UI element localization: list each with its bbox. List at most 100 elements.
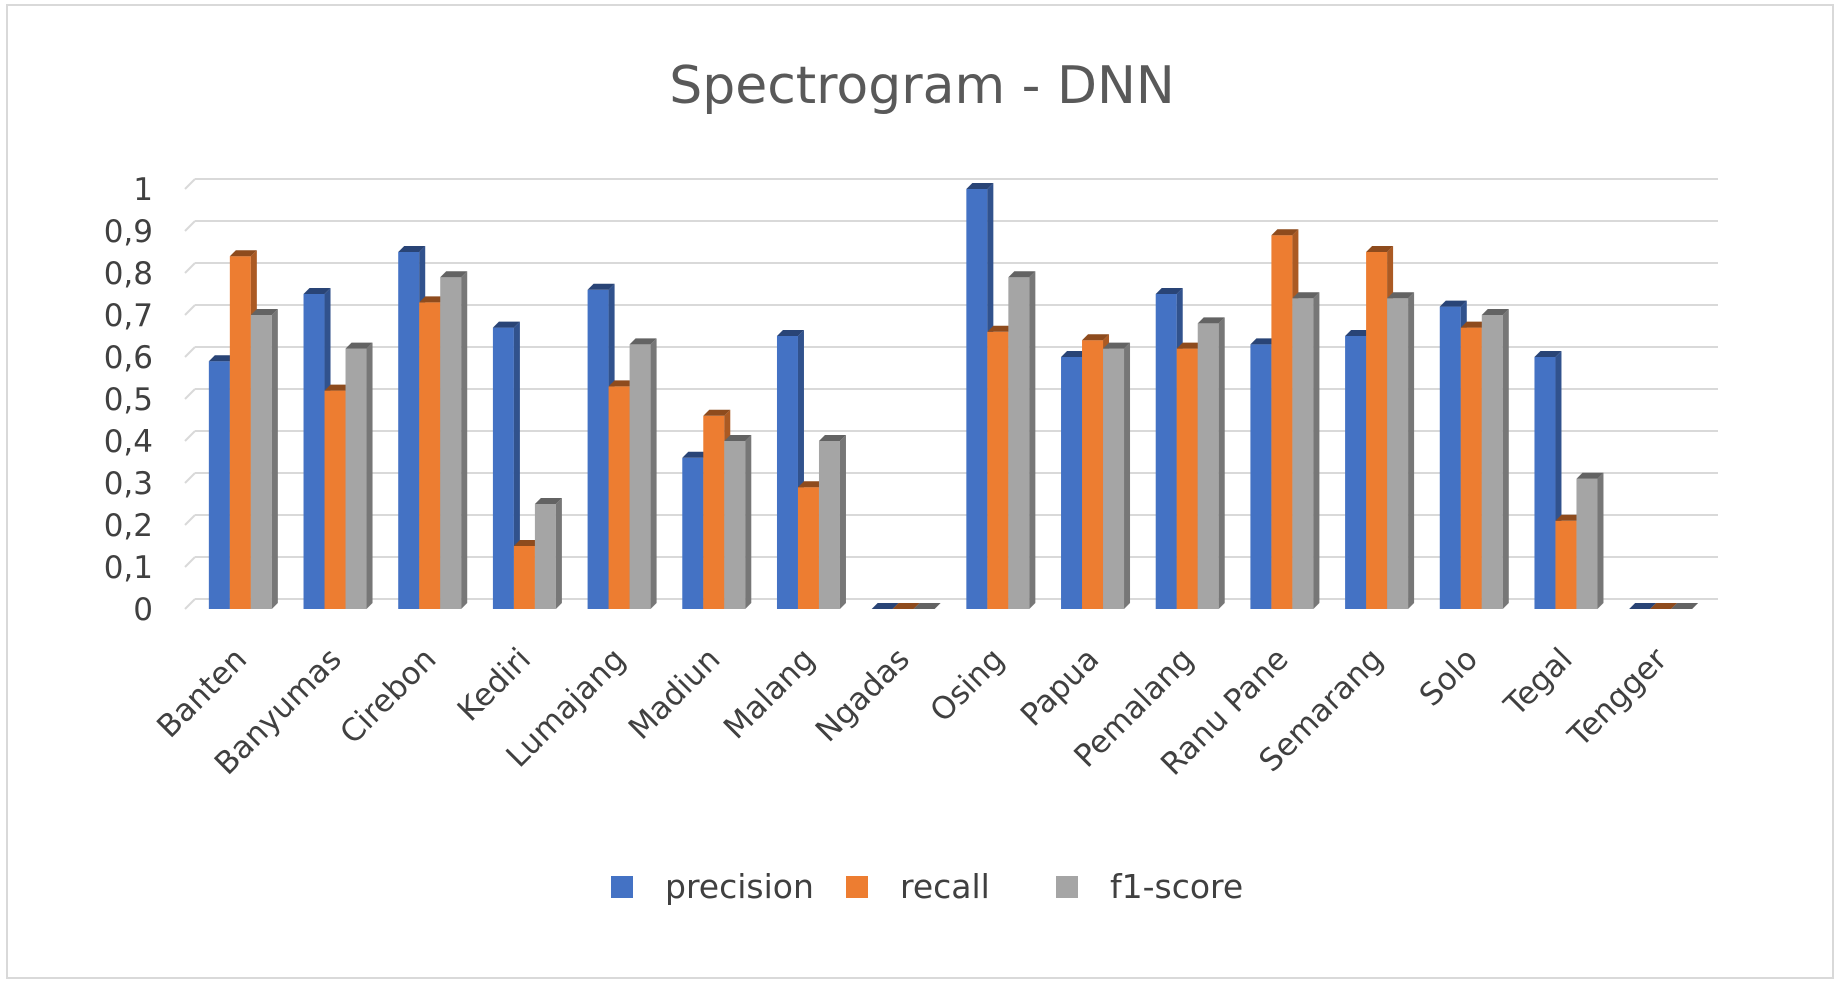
bar-front — [966, 189, 988, 609]
gridline-connector — [184, 598, 196, 610]
bar-top — [1176, 342, 1204, 349]
bar-front — [1082, 340, 1104, 609]
bar-top — [1103, 342, 1131, 349]
x-category-label: Madiun — [622, 641, 728, 747]
bar-top — [682, 451, 710, 458]
y-tick-label: 1 — [133, 172, 153, 208]
gridline-connector — [184, 304, 196, 316]
bar-top — [1576, 472, 1604, 479]
bar-front — [1271, 235, 1293, 609]
bar-top — [892, 603, 920, 609]
bar-top — [534, 498, 562, 504]
bar-front — [1061, 357, 1083, 609]
bar-side — [513, 321, 520, 609]
x-category-label: Malang — [717, 641, 822, 746]
bar-side — [1502, 309, 1509, 609]
y-tick-label: 0,6 — [104, 340, 153, 376]
bar-front — [797, 487, 819, 609]
bar-front — [1555, 520, 1577, 609]
bar-top — [1250, 338, 1278, 345]
bar-top — [608, 380, 636, 387]
bar-front — [324, 390, 346, 609]
bar-front — [703, 415, 725, 609]
bar-top — [1008, 271, 1036, 278]
gridline-connector — [184, 430, 196, 442]
bar-front — [1155, 294, 1177, 609]
bar-front — [492, 327, 514, 609]
bar-top — [818, 435, 846, 441]
bar-top — [913, 603, 941, 609]
bar-f1-score — [345, 342, 373, 609]
bar-side — [1124, 342, 1131, 609]
bar-front — [1576, 478, 1598, 609]
bar-front — [1460, 327, 1482, 609]
bar-f1-score — [1292, 292, 1320, 609]
bar-top — [1481, 309, 1509, 315]
y-tick-label: 0,2 — [104, 508, 153, 544]
chart-title: Spectrogram - DNN — [669, 56, 1175, 116]
gridline-connector — [184, 220, 196, 232]
bar-top — [1366, 246, 1394, 252]
bar-recall — [892, 603, 920, 609]
x-category-label: Kediri — [451, 641, 538, 728]
bar-top — [398, 246, 426, 252]
bar-f1-score — [1387, 292, 1415, 609]
bar-side — [1313, 292, 1320, 609]
bar-precision — [492, 321, 520, 609]
legend-item-precision: precision — [611, 867, 814, 906]
bar-top — [1155, 288, 1183, 294]
y-tick-label: 0,5 — [104, 382, 153, 418]
bar-f1-score — [724, 435, 752, 609]
bar-top — [324, 384, 352, 391]
bar-top — [208, 355, 236, 362]
bar-front — [1439, 306, 1461, 609]
legend-label: precision — [665, 867, 814, 906]
x-category-label: Papua — [1014, 641, 1106, 733]
bar-top — [629, 338, 657, 345]
bar-top — [1197, 317, 1225, 324]
bar-top — [703, 409, 731, 416]
gridline-connector — [184, 472, 196, 484]
bar-front — [1345, 336, 1367, 609]
bar-recall — [1650, 603, 1678, 609]
bar-side — [461, 271, 468, 609]
y-tick-label: 0,9 — [104, 214, 153, 250]
bar-front — [1366, 252, 1388, 609]
bar-top — [303, 288, 331, 294]
bar-side — [555, 498, 562, 609]
x-category-label: Solo — [1413, 641, 1485, 713]
bar-f1-score — [913, 603, 941, 609]
gridline-connector — [184, 262, 196, 274]
bar-front — [682, 457, 704, 609]
x-category-label: Osing — [923, 641, 1011, 729]
y-tick-label: 0,8 — [104, 256, 153, 292]
bar-front — [1481, 315, 1503, 609]
bar-f1-score — [629, 338, 657, 609]
chart-frame: Spectrogram - DNN 0 0,1 0,2 0,3 0,4 0,5 0,6 0,7… — [6, 4, 1834, 979]
gridline-connector — [184, 178, 196, 190]
bar-top — [776, 330, 804, 336]
bar-side — [1408, 292, 1415, 609]
bar-precision — [871, 603, 899, 609]
bar-front — [1292, 298, 1314, 609]
legend: precision recall f1-score — [611, 867, 1243, 906]
bar-top — [250, 309, 278, 315]
legend-item-recall: recall — [846, 867, 990, 906]
bar-f1-score — [440, 271, 468, 609]
bar-front — [1197, 323, 1219, 609]
y-tick-label: 0,3 — [104, 466, 153, 502]
bar-top — [797, 481, 825, 488]
y-tick-label: 0,7 — [104, 298, 153, 334]
bar-f1-score — [1576, 472, 1604, 609]
bar-f1-score — [1103, 342, 1131, 609]
bar-front — [587, 289, 609, 609]
gridline-connector — [184, 388, 196, 400]
bar-top — [1271, 229, 1299, 236]
bar-top — [1082, 334, 1110, 341]
gridline-connector — [184, 346, 196, 358]
bar-front — [419, 302, 441, 609]
bar-f1-score — [1671, 603, 1699, 609]
bar-front — [776, 336, 798, 609]
bar-front — [513, 546, 535, 609]
bar-f1-score — [250, 309, 278, 609]
